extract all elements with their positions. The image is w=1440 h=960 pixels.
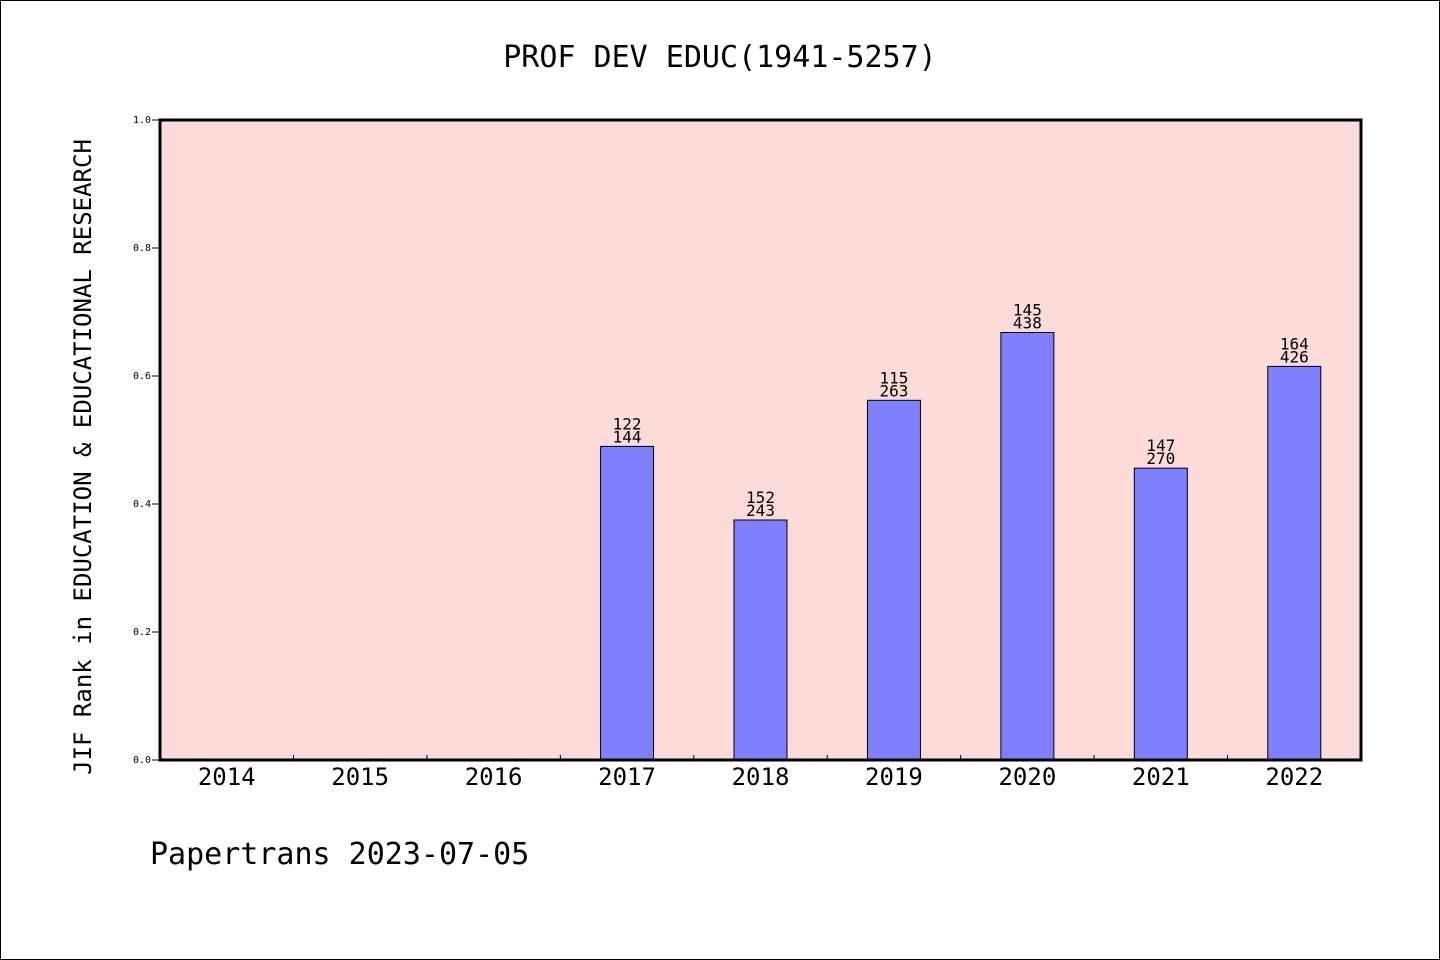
bar-rank-label: 145	[1013, 300, 1042, 319]
bars-layer	[600, 331, 1322, 761]
plot-border	[158, 118, 1363, 762]
bar-rank-label: 164	[1280, 334, 1309, 353]
x-tick-label: 2015	[331, 763, 389, 791]
bar-2020	[1000, 331, 1055, 761]
x-axis-ticks: 2014 2015 2016 2017 2018 2019 2020 2021 2022	[198, 755, 1323, 791]
bar-total-label: 144	[613, 427, 642, 446]
x-tick-label: 2019	[865, 763, 923, 791]
bar-rank-label: 115	[879, 368, 908, 387]
y-tick-label: 0.8	[133, 243, 151, 254]
bar-rank-label: 147	[1146, 436, 1175, 455]
bar-2018	[733, 519, 788, 761]
x-tick-label: 2017	[598, 763, 656, 791]
bar-total-label: 263	[879, 381, 908, 400]
y-tick-label: 0.4	[133, 499, 151, 510]
x-tick-label: 2016	[465, 763, 523, 791]
y-tick-label: 0.0	[133, 755, 151, 766]
y-axis-ticks: 0.0 0.2 0.4 0.6 0.8 1.0	[133, 115, 160, 766]
y-tick-label: 0.2	[133, 627, 151, 638]
bar-rank-label: 152	[746, 488, 775, 507]
x-tick-label: 2022	[1265, 763, 1323, 791]
x-tick-label: 2018	[732, 763, 790, 791]
bar-total-label: 426	[1280, 347, 1309, 366]
y-axis-label: JIF Rank in EDUCATION & EDUCATIONAL RESE…	[69, 139, 97, 775]
bar-2022	[1267, 365, 1322, 761]
footer-credit: Papertrans 2023-07-05	[150, 837, 529, 872]
bar-total-label: 243	[746, 501, 775, 520]
y-tick-label: 0.6	[133, 371, 151, 382]
x-tick-label: 2014	[198, 763, 256, 791]
x-tick-label: 2021	[1132, 763, 1190, 791]
bar-total-label: 438	[1013, 313, 1042, 332]
x-tick-label: 2020	[998, 763, 1056, 791]
bar-rank-label: 122	[613, 414, 642, 433]
bar-total-label: 270	[1146, 449, 1175, 468]
bar-2019	[866, 399, 921, 761]
chart-title: PROF DEV EDUC(1941-5257)	[503, 40, 936, 75]
bar-2017	[600, 445, 655, 761]
y-tick-label: 1.0	[133, 115, 151, 126]
bar-2021	[1133, 467, 1188, 761]
